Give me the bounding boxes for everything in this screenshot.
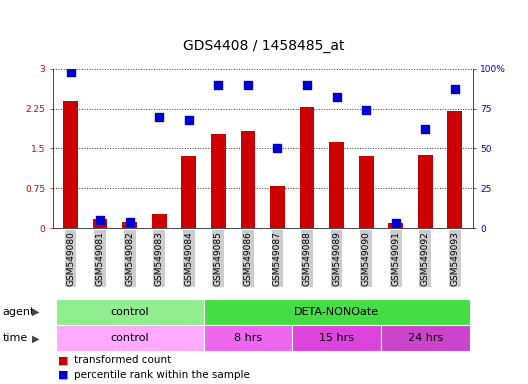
Bar xyxy=(241,131,256,228)
Point xyxy=(96,217,105,223)
Point xyxy=(303,82,311,88)
Text: percentile rank within the sample: percentile rank within the sample xyxy=(74,370,250,380)
Bar xyxy=(388,223,403,228)
Point xyxy=(244,82,252,88)
Point xyxy=(155,114,164,120)
Point xyxy=(421,126,429,132)
Bar xyxy=(418,155,432,228)
Text: control: control xyxy=(110,307,149,317)
Point xyxy=(391,220,400,227)
Bar xyxy=(152,214,167,228)
Text: agent: agent xyxy=(3,307,35,317)
Text: time: time xyxy=(3,333,28,343)
Text: ▶: ▶ xyxy=(32,333,40,343)
Bar xyxy=(93,219,108,228)
Bar xyxy=(270,185,285,228)
Text: ■: ■ xyxy=(58,356,69,366)
Bar xyxy=(359,156,373,228)
Point xyxy=(126,218,134,225)
Text: 24 hrs: 24 hrs xyxy=(408,333,443,343)
Text: ■: ■ xyxy=(58,370,69,380)
Bar xyxy=(299,107,314,228)
Point xyxy=(450,86,459,93)
Point xyxy=(185,117,193,123)
Point xyxy=(273,146,281,152)
Bar xyxy=(329,142,344,228)
Bar xyxy=(447,111,462,228)
Text: transformed count: transformed count xyxy=(74,356,171,366)
Text: GDS4408 / 1458485_at: GDS4408 / 1458485_at xyxy=(183,40,345,53)
Text: control: control xyxy=(110,333,149,343)
Bar xyxy=(211,134,226,228)
Bar xyxy=(122,222,137,228)
Text: ▶: ▶ xyxy=(32,307,40,317)
Point xyxy=(67,69,75,75)
Bar xyxy=(182,156,196,228)
Bar xyxy=(63,101,78,228)
Point xyxy=(332,94,341,101)
Point xyxy=(362,107,370,113)
Text: 15 hrs: 15 hrs xyxy=(319,333,354,343)
Text: 8 hrs: 8 hrs xyxy=(234,333,262,343)
Text: DETA-NONOate: DETA-NONOate xyxy=(294,307,379,317)
Point xyxy=(214,82,223,88)
